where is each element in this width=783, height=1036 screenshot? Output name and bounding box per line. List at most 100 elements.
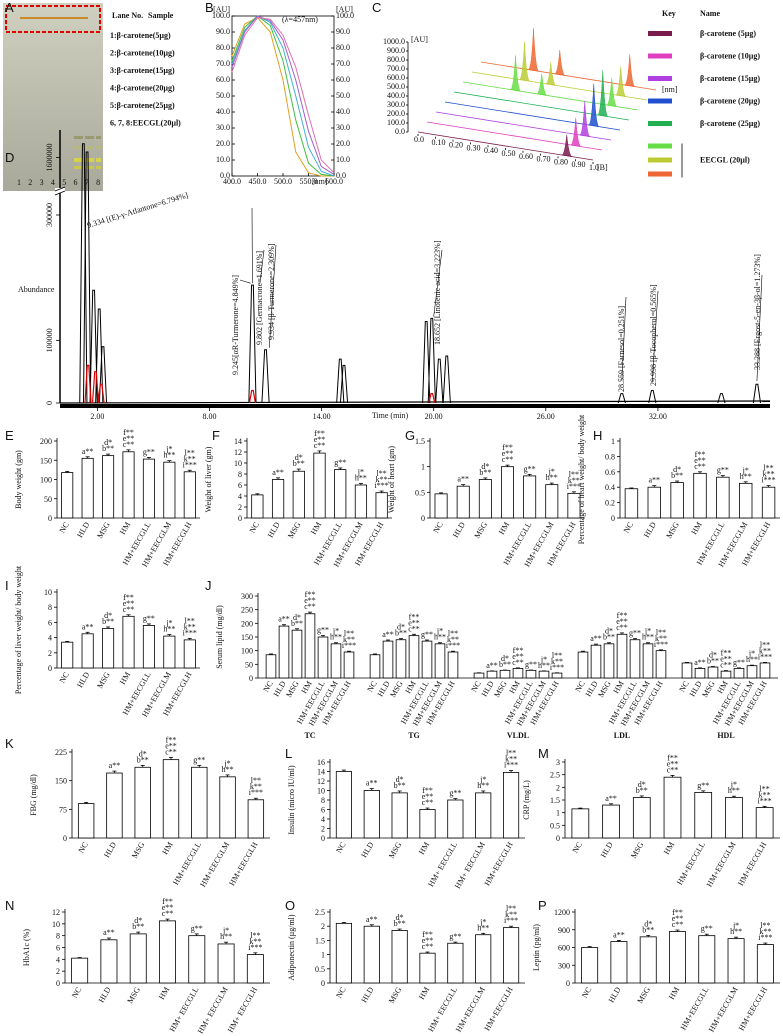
significance-label: a**: [590, 634, 602, 643]
significance-label: f**: [305, 590, 316, 599]
x-tick-label: 400.0: [223, 177, 241, 186]
significance-label: k**: [184, 454, 196, 463]
legend-label: EECGL (20µl): [700, 156, 750, 165]
significance-label: j*: [742, 466, 749, 475]
y-tick-label: 1: [556, 809, 560, 818]
bar: [733, 668, 745, 679]
bar: [246, 954, 264, 984]
significance-label: a**: [382, 630, 394, 639]
y-tick-label: 800.0: [387, 55, 405, 64]
x-tick-label: NC: [334, 841, 347, 855]
y-tick-label: 8: [56, 932, 60, 941]
spectrum-line: [231, 15, 335, 177]
bar: [122, 615, 135, 669]
significance-label: c**: [720, 661, 732, 670]
significance-label: g**: [733, 658, 745, 667]
x-tick-label: MSG: [388, 679, 405, 699]
significance-label: c**: [667, 765, 679, 774]
bar: [523, 475, 537, 519]
x-tick-label: MSG: [95, 520, 112, 540]
bar: [419, 952, 436, 984]
panel-letter: A: [5, 0, 14, 15]
baseline-trace: [59, 400, 771, 404]
bar: [434, 643, 446, 679]
lane-number: 2: [28, 178, 32, 187]
group-label: TC: [304, 731, 315, 740]
bar: [317, 636, 329, 679]
significance-label: e**: [502, 449, 514, 458]
chromatogram-peak: [91, 371, 100, 404]
significance-label: l**: [185, 616, 195, 625]
y-tick-label: 8: [48, 603, 52, 612]
y-unit: [AU]: [411, 35, 428, 44]
chromatogram-peak: [89, 289, 98, 404]
y-tick-label: 10: [234, 459, 242, 468]
y-tick-label: 100.0: [212, 11, 230, 20]
bar: [447, 799, 464, 839]
y-axis-label: Leptin (pg/ml): [532, 924, 541, 971]
x-tick-label: HM: [309, 521, 323, 537]
peak-annotation: 28.559 [Farnesol=0.251%]: [617, 306, 626, 392]
legend-label: β-carotene (15µg): [700, 74, 760, 83]
chromatogram-peak: [97, 383, 105, 404]
significance-label: i***: [248, 943, 262, 952]
x-tick-label: MSG: [286, 520, 303, 540]
bar: [142, 458, 155, 519]
significance-label: f**: [166, 735, 177, 744]
y-tick-label: 0.8: [605, 452, 615, 461]
bar: [616, 633, 628, 679]
significance-label: c**: [165, 747, 177, 756]
y-tick-label: 2: [56, 967, 60, 976]
significance-label: d*: [501, 654, 509, 663]
sample-label: 4:β-carotene(20µg): [110, 84, 175, 93]
significance-label: g**: [701, 924, 713, 933]
bar: [499, 669, 511, 679]
x-tick-label: HM: [118, 521, 132, 537]
y-tick-label: 12: [52, 908, 60, 917]
y-tick-label: 0: [321, 834, 325, 843]
x-tick-label: HM: [160, 841, 174, 857]
panel-letter: B: [205, 0, 214, 15]
bar: [456, 485, 470, 519]
bar: [419, 809, 436, 839]
significance-label: f**: [667, 753, 678, 762]
x-tick-label: 450.0: [249, 177, 267, 186]
y-axis-label: Weight of liver (gm): [204, 446, 213, 512]
significance-label: l**: [506, 904, 516, 913]
legend-label: β-carotene (10µg): [700, 52, 760, 61]
bar: [694, 668, 706, 679]
y-tick-label: 100: [40, 476, 52, 485]
y-tick-label: 0.5: [315, 965, 325, 974]
bar: [663, 776, 682, 839]
x-tick-label: HM+EECGLH: [737, 985, 769, 1032]
panel-letter: I: [5, 578, 9, 593]
significance-label: h**: [538, 661, 550, 670]
bar: [391, 930, 408, 984]
y-tick-label: 0: [249, 674, 253, 683]
x-tick-label: HM+ EECGLL: [168, 985, 201, 1033]
x-tick-label: HM+ EECGLL: [426, 985, 459, 1033]
bar: [191, 766, 208, 839]
significance-label: k**: [250, 782, 262, 791]
y-tick-label: 150: [40, 456, 52, 465]
significance-label: k**: [759, 646, 771, 655]
significance-label: a**: [109, 761, 121, 770]
chromatogram-peak: [261, 349, 270, 404]
bar: [292, 470, 305, 519]
panel-letter: F: [212, 428, 220, 443]
significance-label: h**: [746, 655, 758, 664]
significance-label: d*: [295, 453, 303, 462]
y-tick-label: 250: [241, 606, 253, 615]
significance-label: l**: [760, 921, 770, 930]
bar: [486, 670, 498, 679]
significance-label: k**: [505, 910, 517, 919]
significance-label: i***: [567, 482, 581, 491]
significance-label: a**: [366, 779, 378, 788]
bar: [720, 670, 732, 679]
y-tick-label: 1: [611, 437, 615, 446]
y-axis-label: Body weight (gm): [14, 450, 23, 509]
bar: [61, 472, 74, 519]
significance-label: l**: [448, 629, 458, 638]
significance-label: a**: [366, 915, 378, 924]
y-tick-label: 0.4: [605, 483, 615, 492]
